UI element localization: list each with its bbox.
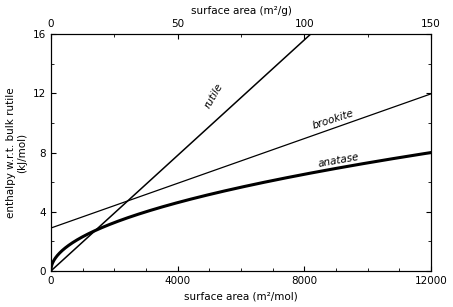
X-axis label: surface area (m²/g): surface area (m²/g) [191, 6, 291, 16]
Text: brookite: brookite [311, 108, 355, 131]
Text: rutile: rutile [203, 82, 225, 110]
Text: anatase: anatase [317, 152, 360, 169]
X-axis label: surface area (m²/mol): surface area (m²/mol) [184, 291, 298, 301]
Y-axis label: enthalpy w.r.t. bulk rutile
(kJ/mol): enthalpy w.r.t. bulk rutile (kJ/mol) [5, 87, 27, 218]
